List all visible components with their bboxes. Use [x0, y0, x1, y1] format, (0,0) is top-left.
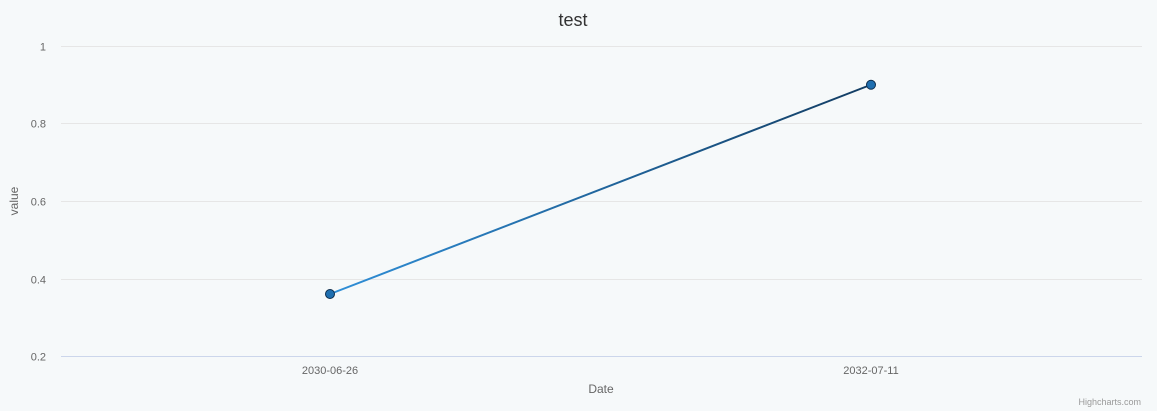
y-axis-ticks: 0.2 0.4 0.6 0.8 1	[31, 42, 46, 364]
x-tick-label: 2030-06-26	[302, 365, 358, 377]
data-point[interactable]	[866, 79, 876, 90]
x-axis-title: Date	[588, 382, 614, 396]
y-tick-label: 1	[40, 42, 46, 54]
series-line[interactable]	[329, 83, 872, 295]
x-axis-ticks: 2030-06-26 2032-07-11	[302, 365, 899, 377]
data-point[interactable]	[325, 289, 335, 299]
y-axis-title: value	[7, 186, 21, 215]
grid	[61, 46, 1142, 280]
x-tick-label: 2032-07-11	[843, 365, 898, 377]
y-tick-label: 0.4	[31, 275, 46, 287]
chart-title: test	[558, 10, 587, 30]
credits-link[interactable]: Highcharts.com	[1078, 397, 1141, 407]
y-tick-label: 0.6	[31, 197, 46, 209]
y-tick-label: 0.2	[31, 352, 46, 364]
series	[325, 79, 876, 299]
y-tick-label: 0.8	[31, 119, 46, 131]
